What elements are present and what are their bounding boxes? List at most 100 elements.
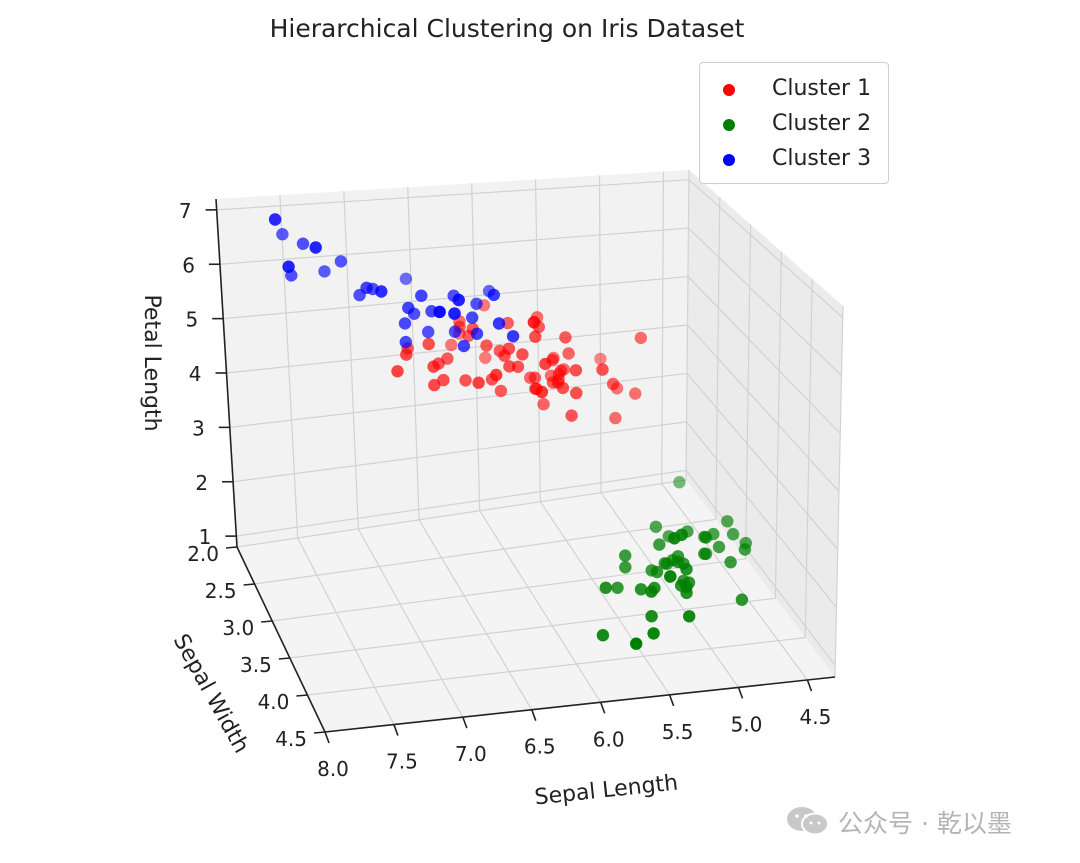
data-point-cluster-3 bbox=[470, 297, 483, 310]
tick-labels: 4.5 5.0 5.5 6.0 6.5 7.0 7.5 8.0 2.0 2.5 3.0 3.5 4.0 4… bbox=[179, 199, 831, 781]
grid-side-z bbox=[687, 276, 841, 434]
data-point-cluster-1 bbox=[400, 348, 413, 361]
grid-side-z bbox=[687, 324, 840, 492]
floor-pane bbox=[237, 480, 835, 732]
data-point-cluster-3 bbox=[402, 301, 415, 315]
legend-marker-cluster-2 bbox=[723, 119, 735, 131]
z-tick-label: 5 bbox=[185, 308, 198, 332]
y-tick-label: 2.0 bbox=[187, 542, 219, 566]
grid-side-z bbox=[686, 373, 839, 550]
data-point-cluster-2 bbox=[645, 585, 658, 598]
grid-side-z bbox=[688, 179, 844, 319]
grid-back-z bbox=[232, 421, 687, 483]
grid-floor-y bbox=[289, 597, 776, 659]
data-point-cluster-1 bbox=[634, 331, 647, 345]
x-tick-label: 8.0 bbox=[317, 757, 349, 781]
data-point-cluster-3 bbox=[470, 327, 484, 340]
data-point-cluster-2 bbox=[721, 515, 734, 528]
data-point-cluster-1 bbox=[502, 342, 516, 355]
data-point-cluster-3 bbox=[506, 330, 520, 343]
data-point-cluster-1 bbox=[556, 381, 570, 395]
y-tick-mark bbox=[296, 694, 308, 697]
grid-floor-y bbox=[254, 518, 716, 585]
x-tick-label: 4.5 bbox=[800, 705, 832, 729]
data-point-cluster-1 bbox=[528, 371, 542, 384]
legend-label-cluster-2: Cluster 2 bbox=[772, 111, 872, 136]
data-point-cluster-3 bbox=[398, 317, 412, 330]
data-point-cluster-1 bbox=[437, 373, 450, 387]
x-tick-mark bbox=[393, 724, 399, 736]
data-point-cluster-3 bbox=[448, 307, 461, 320]
data-point-cluster-1 bbox=[427, 360, 440, 373]
data-point-cluster-3 bbox=[399, 335, 412, 349]
data-point-cluster-2 bbox=[698, 547, 711, 560]
data-point-cluster-3 bbox=[334, 255, 348, 268]
data-point-cluster-3 bbox=[282, 260, 295, 273]
data-point-cluster-3 bbox=[276, 228, 289, 241]
data-point-cluster-1 bbox=[391, 365, 404, 378]
x-axis-line bbox=[324, 676, 836, 733]
data-point-cluster-3 bbox=[296, 237, 310, 250]
x-tick-mark bbox=[599, 701, 606, 714]
legend-label-cluster-1: Cluster 1 bbox=[772, 76, 872, 101]
y-tick-label: 4.0 bbox=[258, 690, 290, 714]
data-point-cluster-2 bbox=[619, 549, 632, 562]
data-point-cluster-1 bbox=[428, 378, 441, 392]
data-point-cluster-3 bbox=[447, 289, 460, 302]
x-tick-mark bbox=[462, 716, 468, 729]
grid-floor-x bbox=[297, 537, 395, 725]
legend-item-cluster-2: Cluster 2 bbox=[700, 110, 888, 140]
axis-lines bbox=[205, 198, 836, 744]
data-point-cluster-1 bbox=[422, 337, 435, 351]
data-point-cluster-3 bbox=[309, 241, 322, 254]
legend-item-cluster-1: Cluster 1 bbox=[700, 75, 888, 105]
data-point-cluster-2 bbox=[599, 581, 612, 594]
x-tick-label: 7.0 bbox=[455, 742, 487, 766]
data-point-cluster-2 bbox=[683, 610, 696, 623]
data-point-cluster-1 bbox=[562, 347, 575, 360]
data-point-cluster-2 bbox=[680, 580, 693, 594]
y-tick-mark bbox=[278, 657, 290, 660]
x-tick-mark bbox=[324, 731, 330, 744]
data-point-cluster-2 bbox=[698, 530, 711, 544]
data-point-cluster-3 bbox=[399, 272, 413, 285]
data-point-cluster-1 bbox=[554, 364, 568, 377]
data-point-cluster-1 bbox=[559, 331, 572, 344]
data-point-cluster-2 bbox=[630, 637, 643, 650]
data-point-cluster-3 bbox=[415, 289, 428, 302]
side-pane bbox=[686, 170, 843, 677]
data-point-cluster-1 bbox=[596, 363, 609, 376]
grid-side-z bbox=[686, 421, 837, 608]
data-point-cluster-1 bbox=[537, 398, 550, 411]
x-tick-mark bbox=[531, 709, 537, 721]
watermark: 公众号 · 乾以墨 bbox=[786, 802, 1056, 842]
z-tick-label: 3 bbox=[192, 416, 205, 440]
grid-floor-x bbox=[539, 501, 671, 696]
data-point-cluster-2 bbox=[726, 528, 740, 541]
data-point-cluster-1 bbox=[570, 386, 583, 400]
grid-lines bbox=[215, 169, 844, 733]
data-point-cluster-1 bbox=[535, 385, 549, 399]
data-point-cluster-2 bbox=[653, 538, 666, 551]
data-point-cluster-3 bbox=[375, 285, 388, 298]
data-point-cluster-1 bbox=[516, 348, 529, 361]
grid-side-z bbox=[688, 227, 842, 376]
y-tick-mark bbox=[243, 583, 255, 586]
data-point-cluster-1 bbox=[459, 374, 472, 387]
y-axis-line bbox=[236, 546, 326, 733]
data-point-cluster-1 bbox=[480, 339, 493, 352]
data-points bbox=[268, 213, 752, 650]
watermark-text: 公众号 · 乾以墨 bbox=[838, 809, 1012, 838]
y-tick-label: 3.0 bbox=[222, 616, 254, 640]
grid-floor-y bbox=[307, 637, 806, 696]
y-tick-label: 3.5 bbox=[240, 653, 272, 677]
grid-floor-x bbox=[661, 483, 808, 681]
data-point-cluster-3 bbox=[268, 213, 282, 226]
legend-item-cluster-3: Cluster 3 bbox=[700, 145, 888, 175]
grid-back-z bbox=[226, 324, 688, 374]
data-point-cluster-1 bbox=[606, 377, 620, 391]
x-tick-label: 6.5 bbox=[524, 735, 556, 759]
data-point-cluster-1 bbox=[503, 360, 516, 373]
legend-marker-cluster-1 bbox=[723, 84, 735, 96]
x-tick-mark bbox=[737, 687, 744, 699]
